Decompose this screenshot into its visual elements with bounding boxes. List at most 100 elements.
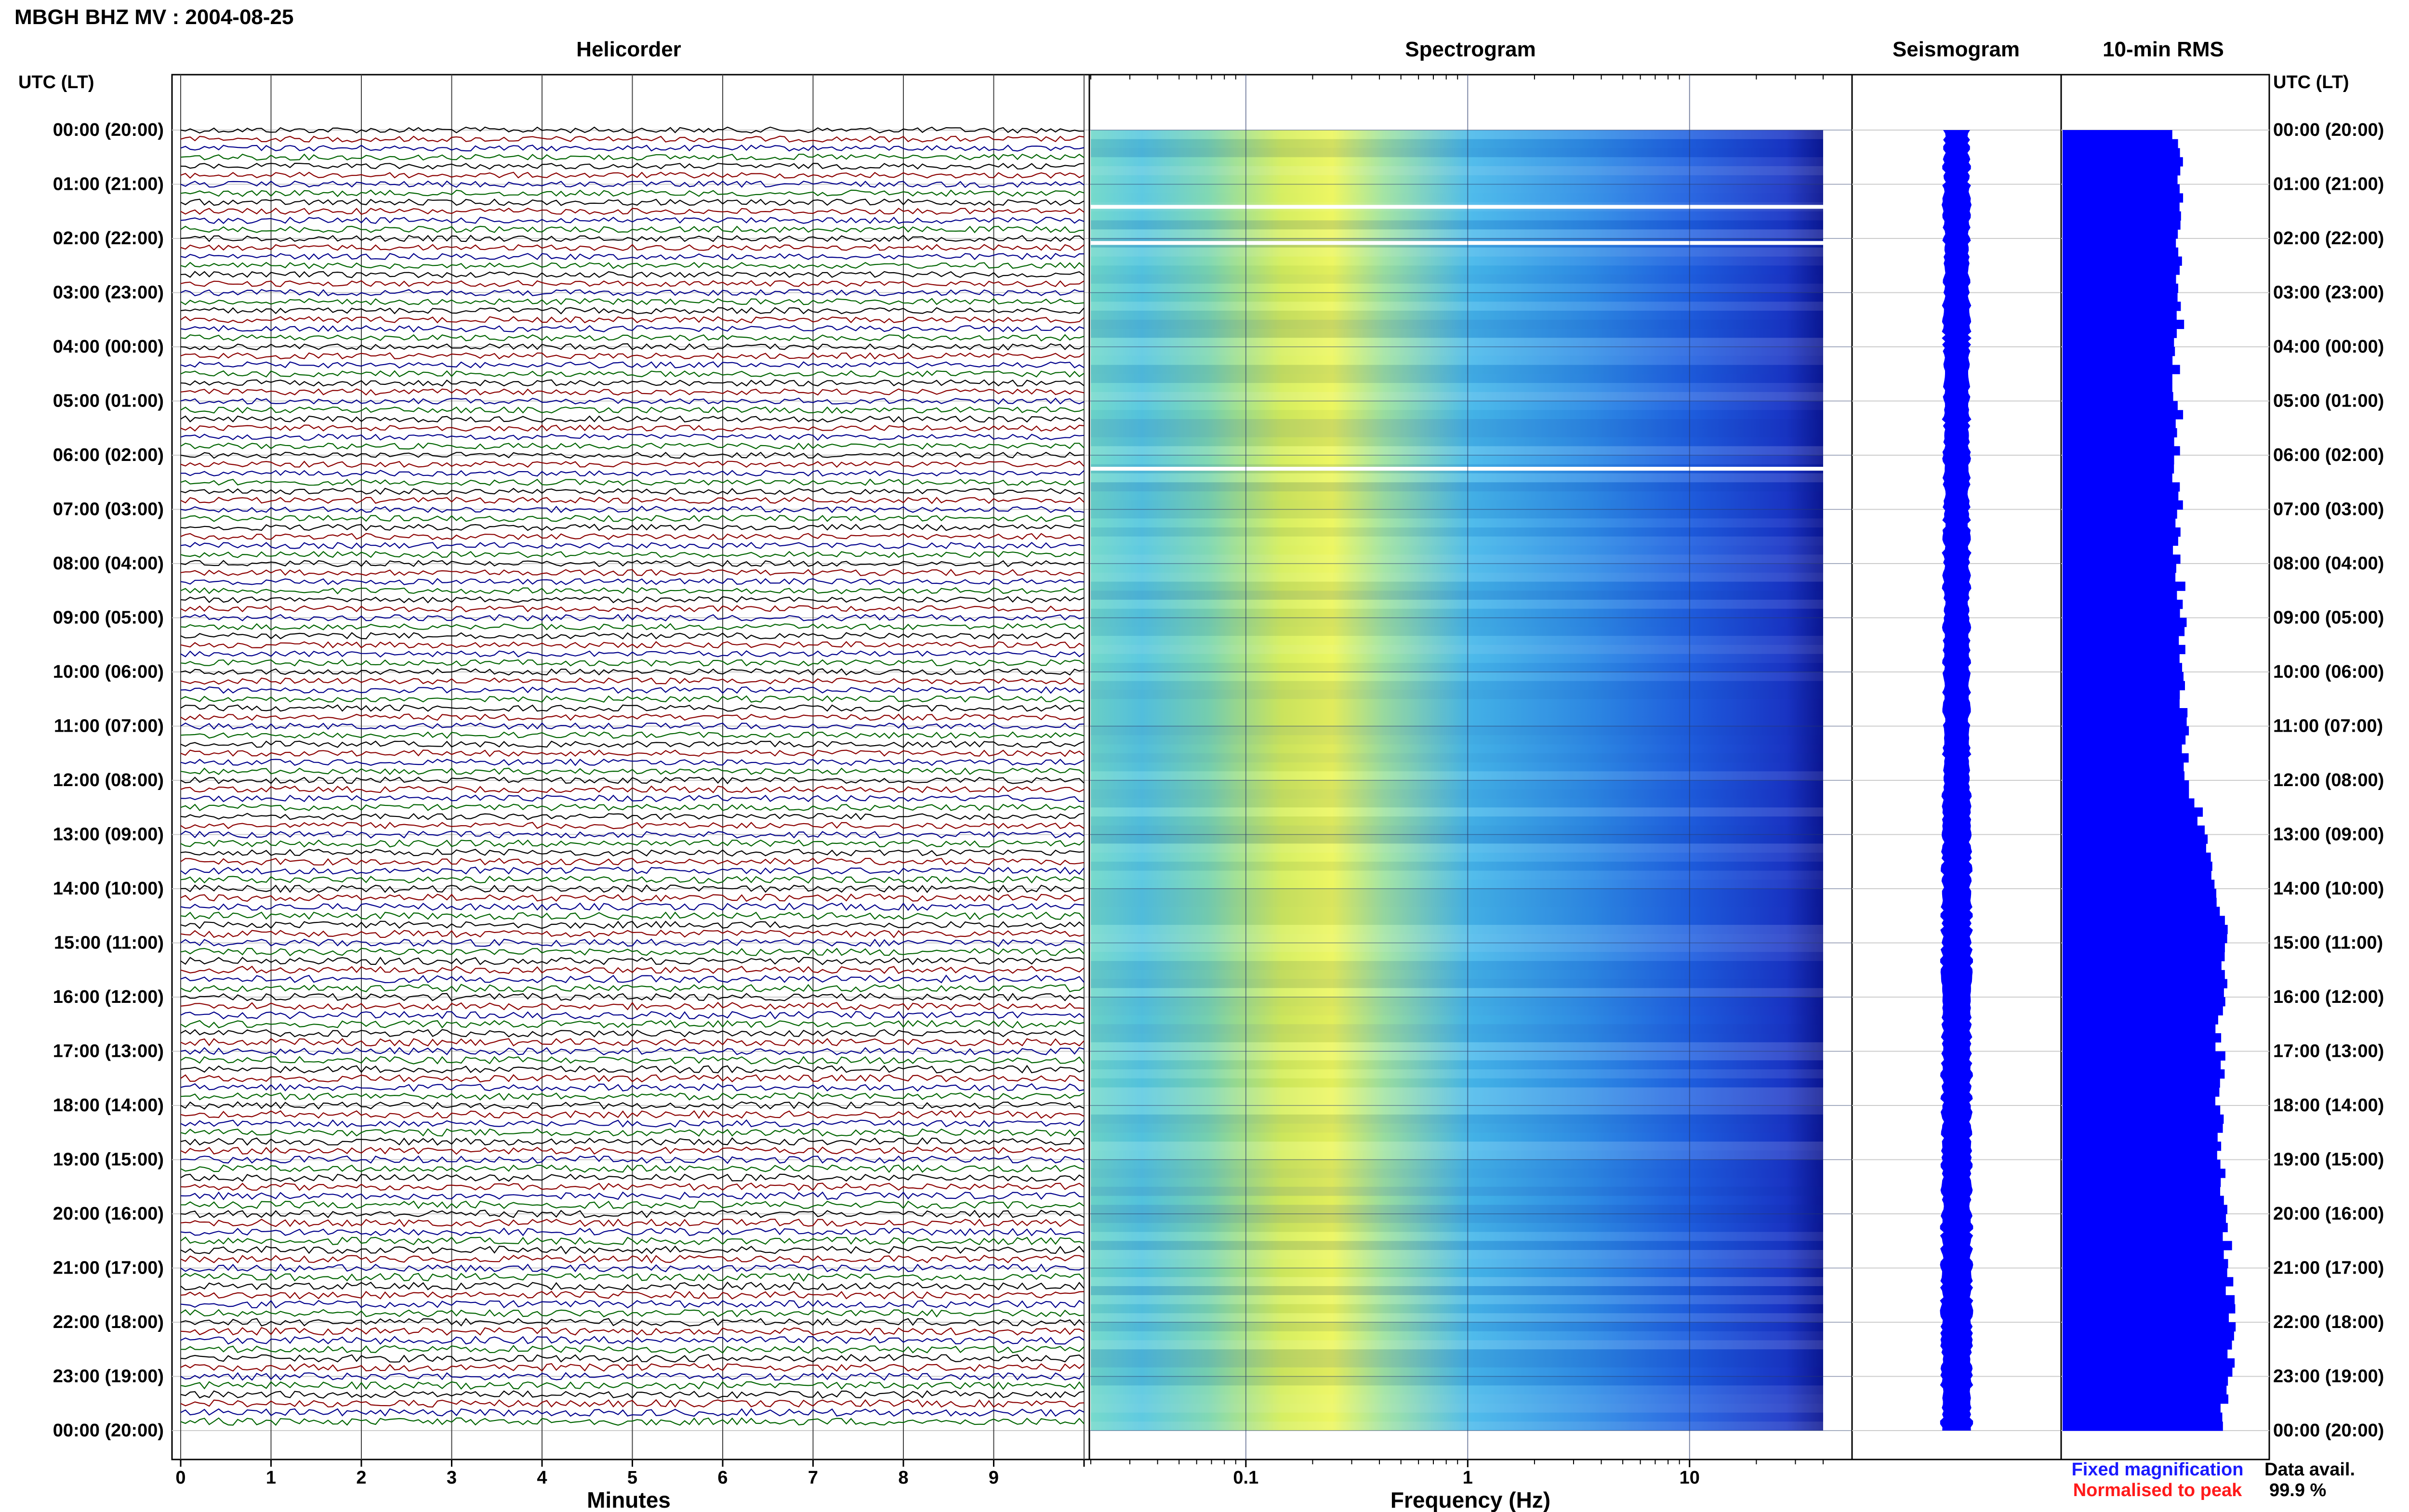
time-label-right: 11:00 (07:00) <box>2273 716 2383 736</box>
rms-bar <box>2063 681 2185 691</box>
rms-bar <box>2063 979 2227 988</box>
spectrogram-row <box>1091 338 1823 347</box>
rms-bar <box>2063 211 2181 221</box>
spectrogram-row <box>1091 184 1823 194</box>
spectrogram-row <box>1091 564 1823 573</box>
spectrogram-row <box>1091 608 1823 618</box>
spectrogram-row <box>1091 1205 1823 1214</box>
spectrogram-row <box>1091 392 1823 401</box>
time-label-left: 15:00 (11:00) <box>54 933 164 953</box>
helicorder-trace <box>180 1047 1085 1056</box>
spectrogram-row <box>1091 1250 1823 1259</box>
helicorder-trace <box>180 677 1085 685</box>
spectrogram-row <box>1091 256 1823 266</box>
spectrogram-row <box>1091 825 1823 835</box>
helicorder-trace <box>180 1038 1085 1047</box>
time-label-right: 18:00 (14:00) <box>2273 1095 2384 1116</box>
rms-bar <box>2063 1277 2234 1287</box>
time-axis-right: 00:00 (20:00) 01:00 (21:00) 02:00 (22:00) 0… <box>2273 120 2384 1441</box>
helicorder-trace <box>180 704 1085 712</box>
spectrogram-row <box>1091 275 1823 284</box>
time-label-left: 09:00 (05:00) <box>53 608 164 628</box>
spectrogram-row <box>1091 861 1823 871</box>
rms-bar <box>2063 1142 2222 1151</box>
time-label-left: 20:00 (16:00) <box>53 1204 164 1224</box>
data-gap <box>1091 467 1823 471</box>
time-label-left: 11:00 (07:00) <box>54 716 164 736</box>
rms-bar <box>2063 907 2220 916</box>
helicorder-trace <box>180 848 1085 857</box>
rms-bar <box>2063 1123 2223 1133</box>
rms-bar <box>2063 726 2189 736</box>
spectrogram-row <box>1091 229 1823 239</box>
helicorder-trace <box>180 1372 1085 1381</box>
spectrogram-row <box>1091 1331 1823 1341</box>
rms-bar <box>2063 753 2189 763</box>
frequency-tick-label: 0.1 <box>1233 1468 1258 1488</box>
helicorder-panel: 0 1 2 3 4 5 6 7 8 9 <box>171 74 1090 1488</box>
time-label-left: 22:00 (18:00) <box>53 1312 164 1332</box>
rms-bar <box>2063 690 2180 699</box>
rms-bar <box>2063 166 2181 176</box>
rms-bar <box>2063 916 2225 925</box>
rms-bar <box>2063 789 2189 799</box>
spectrogram-row <box>1091 500 1823 510</box>
rms-bar <box>2063 401 2178 410</box>
rms-bar <box>2063 644 2185 655</box>
rms-bar <box>2063 175 2178 185</box>
minute-tick-label: 1 <box>266 1468 276 1488</box>
spectrogram-row <box>1091 636 1823 645</box>
rms-bar <box>2063 1186 2221 1196</box>
helicorder-trace <box>180 1273 1085 1282</box>
helicorder-trace <box>180 487 1085 495</box>
rms-bar <box>2063 428 2177 438</box>
helicorder-trace <box>180 668 1085 676</box>
rms-bar <box>2063 446 2180 456</box>
spectrogram-row <box>1091 347 1823 356</box>
minute-tick-label: 6 <box>717 1468 728 1488</box>
rms-bar <box>2063 518 2176 528</box>
spectrogram-row <box>1091 455 1823 464</box>
rms-bar <box>2063 1196 2224 1205</box>
rms-bar <box>2063 735 2186 745</box>
time-axis-left: 00:00 (20:00) 01:00 (21:00) 02:00 (22:00) 0… <box>53 120 164 1441</box>
rms-bar <box>2063 1250 2224 1260</box>
rms-bar <box>2063 275 2176 284</box>
spectrogram-row <box>1091 355 1823 365</box>
spectrogram-row <box>1091 627 1823 636</box>
rms-bar <box>2063 1132 2218 1142</box>
spectrogram-row <box>1091 1051 1823 1061</box>
rms-bar <box>2063 654 2180 663</box>
rms-bar <box>2063 1033 2222 1043</box>
data-availability-value: 99.9 % <box>2269 1480 2326 1500</box>
time-label-left: 04:00 (00:00) <box>53 337 164 357</box>
rms-bar <box>2063 202 2180 212</box>
spectrogram-row <box>1091 1358 1823 1367</box>
spectrogram-row <box>1091 843 1823 853</box>
rms-bar <box>2063 825 2205 835</box>
panel-title-helicorder: Helicorder <box>576 38 681 61</box>
helicorder-trace <box>180 767 1085 776</box>
spectrogram-row <box>1091 482 1823 492</box>
helicorder-trace <box>180 497 1085 504</box>
rms-bar <box>2063 1376 2228 1386</box>
rms-bar <box>2063 1394 2228 1404</box>
helicorder-trace <box>180 433 1085 441</box>
helicorder-trace <box>180 794 1085 802</box>
legend-normalised-to-peak: Normalised to peak <box>2073 1480 2242 1500</box>
rms-bar <box>2063 952 2225 961</box>
helicorder-trace <box>180 1417 1085 1426</box>
spectrogram-row <box>1091 600 1823 609</box>
spectrogram-row <box>1091 690 1823 699</box>
panel-title-seismogram: Seismogram <box>1893 38 2020 61</box>
rms-bar <box>2063 988 2224 998</box>
rms-bar <box>2063 554 2181 564</box>
rms-bar <box>2063 1214 2226 1223</box>
rms-bar <box>2063 897 2217 907</box>
spectrogram-row <box>1091 1169 1823 1178</box>
rms-bar <box>2063 1259 2228 1269</box>
rms-bar <box>2063 365 2180 374</box>
helicorder-trace <box>180 1290 1085 1300</box>
time-label-right: 12:00 (08:00) <box>2273 770 2384 790</box>
